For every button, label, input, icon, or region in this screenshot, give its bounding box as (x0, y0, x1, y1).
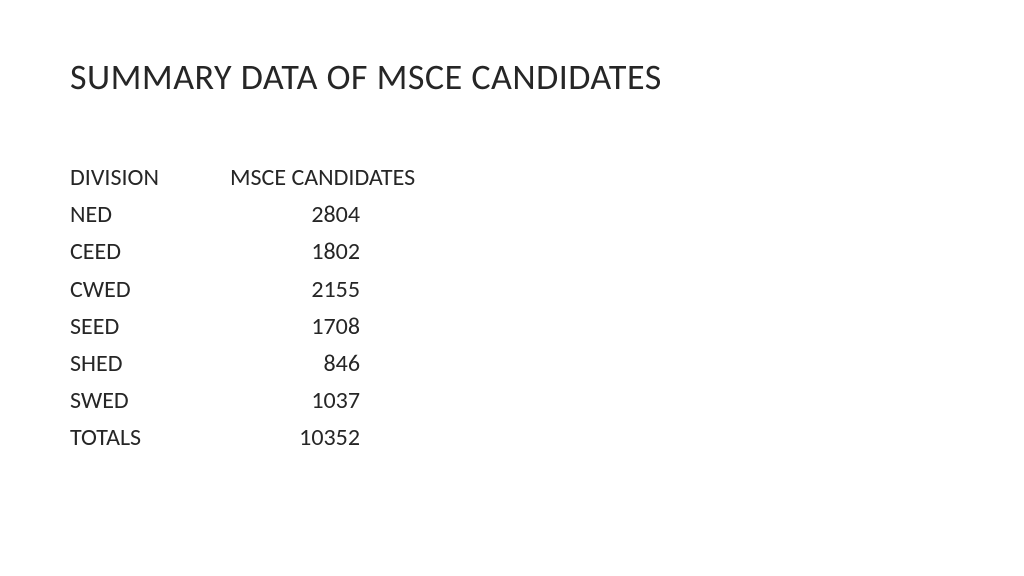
cell-value: 1708 (230, 308, 360, 345)
table-row: SWED 1037 (70, 382, 954, 419)
table-row: SEED 1708 (70, 308, 954, 345)
cell-division: CEED (70, 233, 230, 270)
cell-division: SEED (70, 308, 230, 345)
cell-value: 2155 (230, 271, 360, 308)
data-table: DIVISION MSCE CANDIDATES NED 2804 CEED 1… (70, 159, 954, 457)
table-row-totals: TOTALS 10352 (70, 419, 954, 456)
header-candidates: MSCE CANDIDATES (230, 159, 480, 196)
table-row: CEED 1802 (70, 233, 954, 270)
cell-division: TOTALS (70, 419, 230, 456)
table-header-row: DIVISION MSCE CANDIDATES (70, 159, 954, 196)
cell-division: NED (70, 196, 230, 233)
table-row: SHED 846 (70, 345, 954, 382)
table-row: NED 2804 (70, 196, 954, 233)
cell-value: 1037 (230, 382, 360, 419)
page-title: SUMMARY DATA OF MSCE CANDIDATES (70, 55, 954, 99)
cell-value: 1802 (230, 233, 360, 270)
cell-value: 10352 (230, 419, 360, 456)
cell-division: SWED (70, 382, 230, 419)
cell-value: 846 (230, 345, 360, 382)
cell-division: SHED (70, 345, 230, 382)
header-division: DIVISION (70, 159, 230, 196)
table-row: CWED 2155 (70, 271, 954, 308)
cell-value: 2804 (230, 196, 360, 233)
cell-division: CWED (70, 271, 230, 308)
